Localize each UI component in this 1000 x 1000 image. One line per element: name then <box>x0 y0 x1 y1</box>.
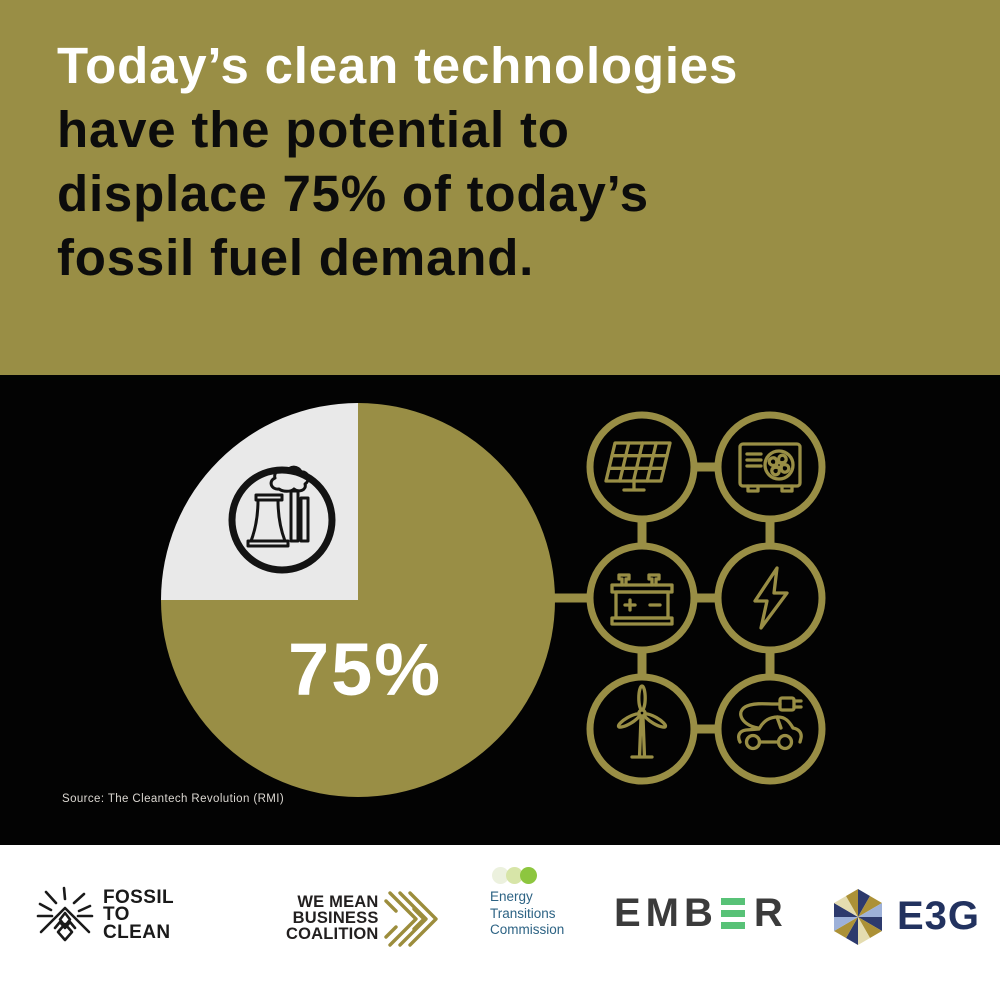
etc-line-1: Energy <box>490 889 533 904</box>
fossil-to-clean-wordmark: FOSSIL TO CLEAN <box>103 886 175 943</box>
etc-line-3: Commission <box>490 922 565 937</box>
wind-turbine-icon <box>616 684 668 759</box>
fossil-to-clean-icon <box>36 886 94 942</box>
pie-chart <box>161 403 555 797</box>
etc-dot-3 <box>520 867 537 884</box>
etc-wordmark: Energy Transitions Commission <box>490 889 564 939</box>
clean-tech-icon-grid <box>550 411 826 785</box>
headline-line-1: Today’s clean technologies <box>57 37 739 94</box>
headline-line-2: have the potential to <box>57 101 570 158</box>
ftc-line-2: TO <box>103 904 130 926</box>
headline-line-4: fossil fuel demand. <box>57 229 535 286</box>
etc-dot-1 <box>492 867 509 884</box>
electricity-icon <box>753 566 789 630</box>
e3g-wordmark: E3G <box>897 893 981 938</box>
ftc-line-1: FOSSIL <box>103 886 175 908</box>
logo-fossil-to-clean: FOSSIL TO CLEAN <box>36 886 174 944</box>
partner-logo-bar: FOSSIL TO CLEAN WE MEAN BUSINESS COALITI… <box>0 845 1000 1000</box>
power-plant-icon <box>228 465 336 574</box>
logo-energy-transitions-commission: Energy Transitions Commission <box>490 867 564 939</box>
ember-letter-r: R <box>753 891 788 935</box>
source-note: Source: The Cleantech Revolution (RMI) <box>62 793 285 805</box>
etc-dot-2 <box>506 867 523 884</box>
headline-line-3: displace 75% of today’s <box>57 165 649 222</box>
pie-percentage-label: 75% <box>287 628 443 711</box>
wmb-line-3: COALITION <box>286 924 379 943</box>
ember-bars-icon <box>720 898 745 929</box>
wmb-chevrons-icon <box>383 891 438 947</box>
electric-vehicle-icon <box>737 696 803 751</box>
solar-panel-icon <box>604 441 672 492</box>
battery-icon <box>610 573 674 626</box>
chart-stage: 75% Source: The Cleantech Revolution (RM… <box>0 375 1000 845</box>
headline: Today’s clean technologies have the pote… <box>57 34 738 290</box>
heat-pump-icon <box>738 442 802 493</box>
wmb-line-1: WE MEAN <box>297 893 379 912</box>
etc-dots-icon <box>492 867 564 884</box>
logo-ember: EMB R <box>614 891 788 936</box>
ember-letters-emb: EMB <box>614 891 718 935</box>
logo-we-mean-business: WE MEAN BUSINESS COALITION <box>286 889 442 949</box>
wmb-line-2: BUSINESS <box>292 909 379 928</box>
etc-line-2: Transitions <box>490 905 556 921</box>
ftc-line-3: CLEAN <box>103 921 171 943</box>
headline-banner: Today’s clean technologies have the pote… <box>0 0 1000 375</box>
logo-e3g: E3G <box>830 885 980 947</box>
wmb-wordmark: WE MEAN BUSINESS COALITION <box>286 893 379 943</box>
e3g-hexagon-icon <box>834 889 882 945</box>
